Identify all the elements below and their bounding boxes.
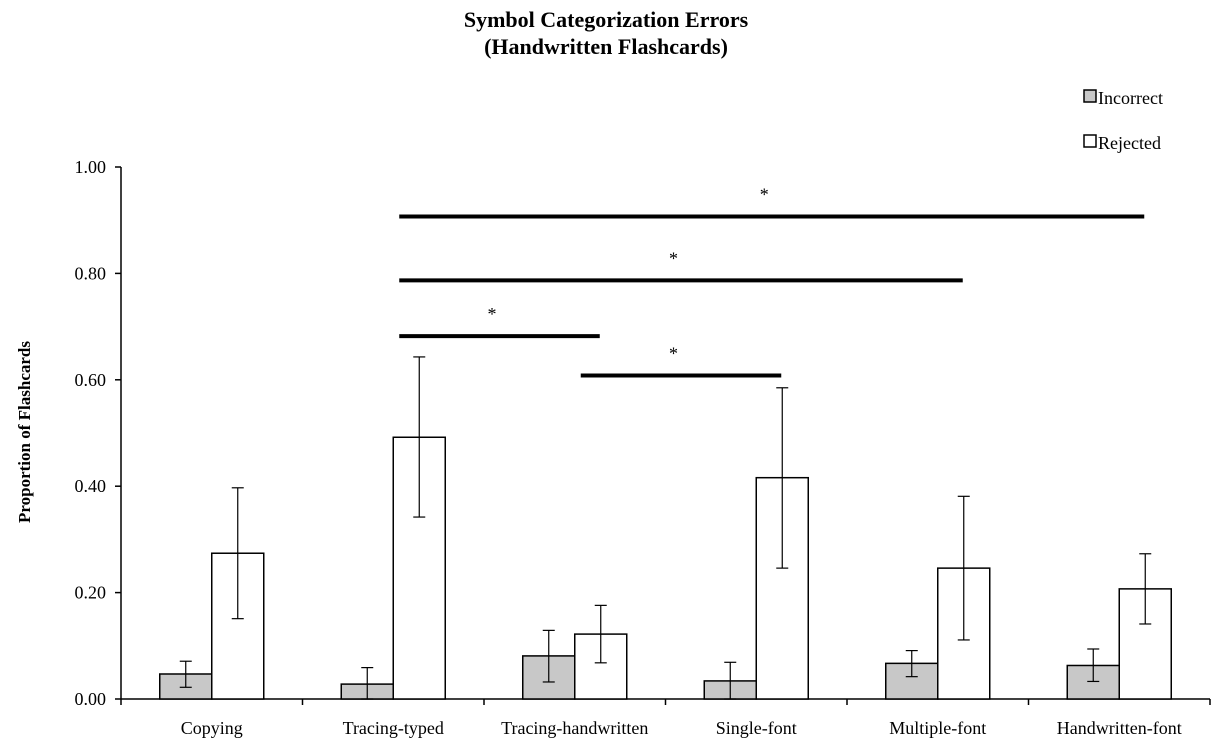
chart-title-line-1: Symbol Categorization Errors [464,7,749,32]
x-tick-label: Single-font [716,718,797,738]
x-tick-label: Tracing-typed [343,718,444,738]
significance-marker: * [488,304,497,324]
significance-marker: * [669,344,678,364]
significance-marker: * [669,248,678,268]
legend-label-rejected: Rejected [1098,133,1161,153]
legend-label-incorrect: Incorrect [1098,88,1163,108]
y-tick-label: 0.80 [75,263,107,283]
y-tick-label: 0.40 [75,476,107,496]
y-tick-label: 0.60 [75,370,107,390]
significance-marker: * [760,184,769,204]
y-tick-label: 1.00 [75,157,107,177]
x-tick-label: Copying [181,718,243,738]
chart-title-line-2: (Handwritten Flashcards) [484,34,728,59]
y-axis-label: Proportion of Flashcards [15,341,34,523]
legend-swatch-incorrect [1083,89,1097,103]
y-tick-label: 0.00 [75,689,107,709]
x-tick-label: Tracing-handwritten [501,718,648,738]
legend-swatch-rejected [1083,134,1097,148]
legend: Incorrect Rejected [1083,88,1163,153]
x-tick-label: Handwritten-font [1057,718,1182,738]
y-tick-label: 0.20 [75,583,107,603]
x-tick-label: Multiple-font [889,718,986,738]
plot-area: 0.00 0.20 0.40 0.60 0.80 1.00 Copying Tracing-t… [75,157,1211,738]
